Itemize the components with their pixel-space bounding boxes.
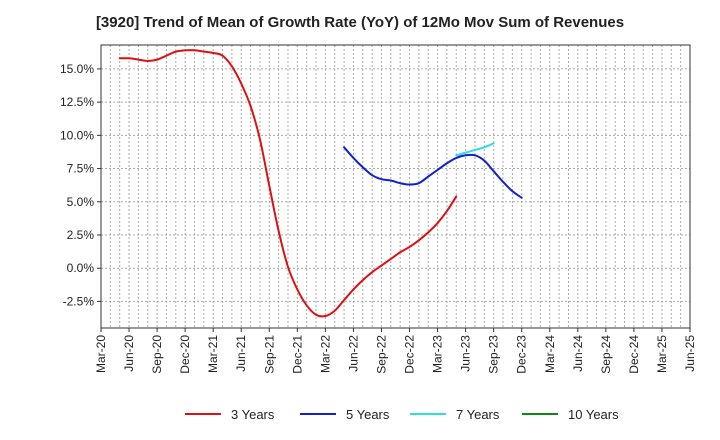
legend-item-5-years: 5 Years <box>300 404 389 424</box>
x-tick-label: Sep-20 <box>150 335 164 374</box>
legend-swatch-3-years <box>185 413 221 415</box>
y-tick-label: 2.5% <box>67 228 95 242</box>
x-tick-label: Dec-22 <box>403 335 417 374</box>
y-tick-label: -2.5% <box>63 294 95 308</box>
x-tick-label: Jun-24 <box>571 335 585 372</box>
x-tick-label: Dec-20 <box>178 335 192 374</box>
x-tick-label: Mar-25 <box>655 335 669 373</box>
x-tick-label: Jun-20 <box>122 335 136 372</box>
legend-label: 3 Years <box>231 406 275 422</box>
x-tick-label: Dec-23 <box>515 335 529 374</box>
x-tick-label: Dec-21 <box>290 335 304 374</box>
x-tick-label: Mar-20 <box>94 335 108 373</box>
x-tick-label: Mar-24 <box>543 335 557 373</box>
series-line-7-years <box>455 142 495 157</box>
legend: 3 Years 5 Years 7 Years 10 Years <box>0 404 720 424</box>
x-tick-label: Jun-22 <box>346 335 360 372</box>
x-tick-label: Dec-24 <box>627 335 641 374</box>
x-tick-label: Jun-25 <box>683 335 697 372</box>
legend-swatch-7-years <box>410 413 446 415</box>
y-tick-label: 7.5% <box>67 162 95 176</box>
legend-swatch-5-years <box>300 413 336 415</box>
y-tick-label: 5.0% <box>67 195 95 209</box>
x-tick-label: Sep-24 <box>599 335 613 374</box>
x-tick-label: Jun-23 <box>459 335 473 372</box>
legend-label: 7 Years <box>456 406 500 422</box>
legend-label: 5 Years <box>346 406 390 422</box>
y-tick-label: 10.0% <box>60 128 94 142</box>
y-tick-label: 0.0% <box>67 261 95 275</box>
y-tick-label: 15.0% <box>60 62 94 76</box>
legend-item-10-years: 10 Years <box>522 404 619 424</box>
x-tick-label: Sep-23 <box>487 335 501 374</box>
x-tick-label: Sep-21 <box>262 335 276 374</box>
x-tick-label: Jun-21 <box>234 335 248 372</box>
y-tick-label: 12.5% <box>60 95 94 109</box>
x-tick-label: Sep-22 <box>374 335 388 374</box>
legend-item-3-years: 3 Years <box>185 404 274 424</box>
x-tick-label: Mar-21 <box>206 335 220 373</box>
legend-swatch-10-years <box>522 413 558 415</box>
plot-frame <box>100 44 691 329</box>
x-tick-label: Mar-23 <box>431 335 445 373</box>
series-line-3-years <box>118 49 458 318</box>
series-line-5-years <box>343 146 523 199</box>
x-tick-label: Mar-22 <box>318 335 332 373</box>
legend-label: 10 Years <box>568 406 619 422</box>
chart-title: [3920] Trend of Mean of Growth Rate (YoY… <box>95 14 625 31</box>
legend-item-7-years: 7 Years <box>410 404 499 424</box>
